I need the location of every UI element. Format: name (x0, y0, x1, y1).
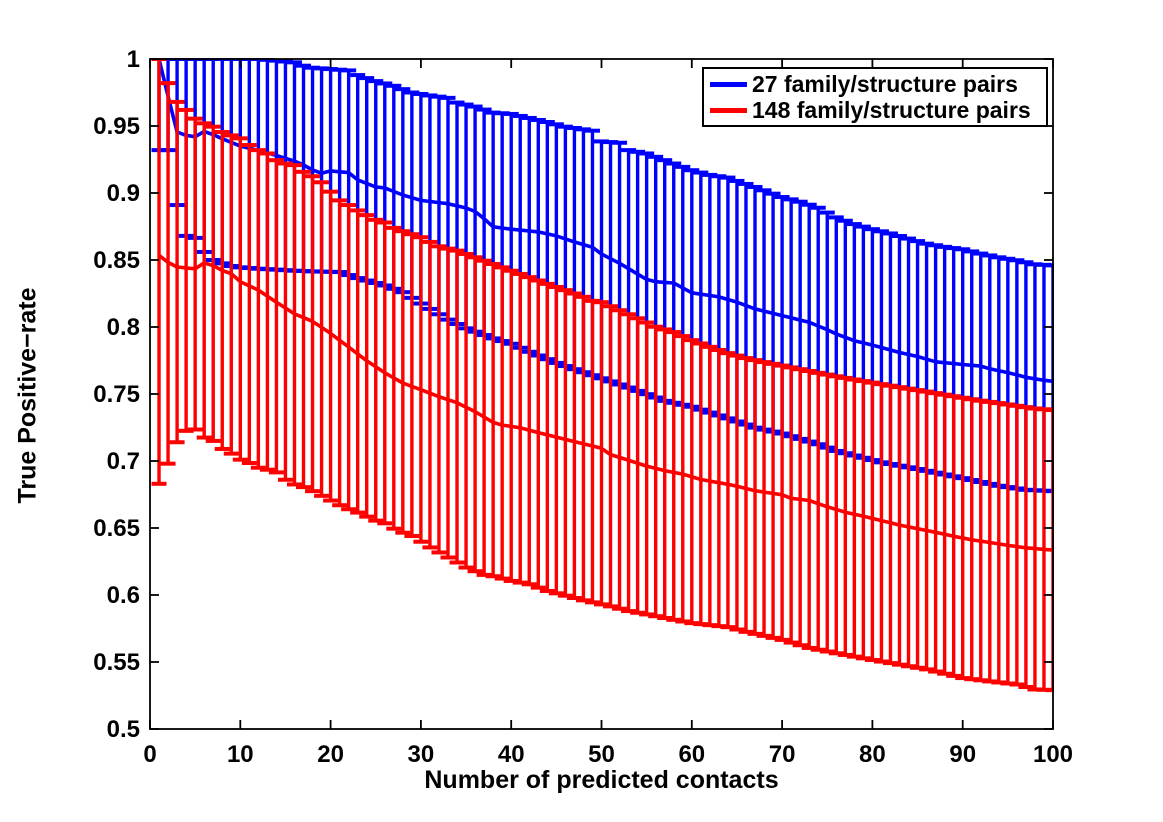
legend-label-blue: 27 family/structure pairs (752, 71, 1018, 97)
svg-text:70: 70 (769, 741, 796, 768)
svg-text:0: 0 (143, 741, 156, 768)
svg-text:0.95: 0.95 (93, 113, 140, 140)
svg-text:0.8: 0.8 (107, 314, 140, 341)
svg-text:0.55: 0.55 (93, 649, 140, 676)
svg-text:100: 100 (1033, 741, 1073, 768)
svg-text:10: 10 (227, 741, 254, 768)
svg-text:20: 20 (317, 741, 344, 768)
legend-item-blue: 27 family/structure pairs (704, 71, 1046, 97)
svg-text:80: 80 (859, 741, 886, 768)
legend-line-red-icon (710, 107, 747, 113)
y-axis-label: True Positive−rate (13, 287, 42, 504)
svg-text:90: 90 (949, 741, 976, 768)
legend: 27 family/structure pairs 148 family/str… (702, 67, 1048, 127)
svg-text:0.85: 0.85 (93, 247, 140, 274)
svg-text:60: 60 (678, 741, 705, 768)
svg-text:50: 50 (588, 741, 615, 768)
svg-text:0.7: 0.7 (107, 448, 140, 475)
legend-line-blue-icon (710, 81, 747, 87)
svg-text:0.5: 0.5 (107, 716, 140, 743)
svg-text:0.9: 0.9 (107, 180, 140, 207)
svg-text:1: 1 (127, 46, 140, 73)
svg-text:0.6: 0.6 (107, 582, 140, 609)
svg-text:0.65: 0.65 (93, 515, 140, 542)
legend-label-red: 148 family/structure pairs (752, 97, 1031, 123)
svg-text:30: 30 (408, 741, 435, 768)
x-axis-label: Number of predicted contacts (424, 766, 779, 794)
svg-text:40: 40 (498, 741, 525, 768)
legend-item-red: 148 family/structure pairs (704, 97, 1046, 123)
svg-text:0.75: 0.75 (93, 381, 140, 408)
